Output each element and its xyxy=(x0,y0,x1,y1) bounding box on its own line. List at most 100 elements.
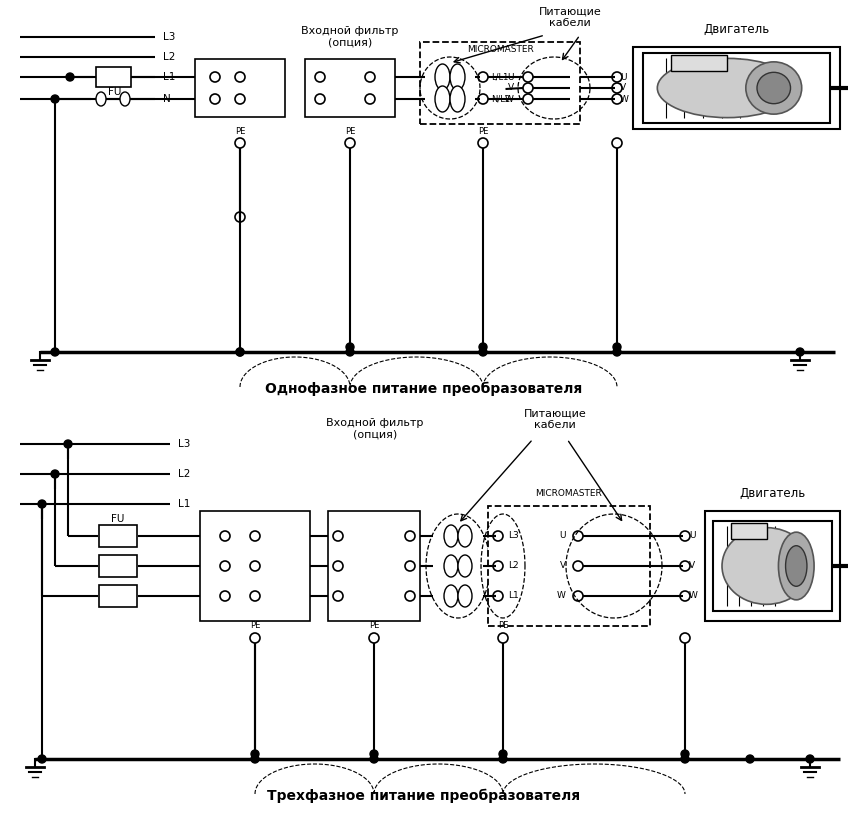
Text: Трехфазное питание преобразователя: Трехфазное питание преобразователя xyxy=(267,789,581,803)
Text: L2: L2 xyxy=(178,469,190,479)
Bar xyxy=(633,47,840,129)
Ellipse shape xyxy=(444,555,458,577)
Text: L1: L1 xyxy=(178,499,190,509)
Text: N/L2: N/L2 xyxy=(491,94,510,103)
Bar xyxy=(99,555,137,577)
Ellipse shape xyxy=(458,555,472,577)
Text: L2: L2 xyxy=(508,562,519,571)
Ellipse shape xyxy=(785,545,807,586)
Text: Однофазное питание преобразователя: Однофазное питание преобразователя xyxy=(265,382,583,396)
Bar xyxy=(99,525,137,547)
Bar xyxy=(96,67,131,87)
Bar xyxy=(488,506,650,626)
Ellipse shape xyxy=(458,525,472,547)
Bar xyxy=(328,511,420,621)
Text: W: W xyxy=(689,592,698,601)
Text: MICROMASTER: MICROMASTER xyxy=(536,489,602,498)
Ellipse shape xyxy=(745,62,801,114)
Text: W: W xyxy=(557,592,566,601)
Ellipse shape xyxy=(444,525,458,547)
Circle shape xyxy=(51,348,59,356)
Ellipse shape xyxy=(450,64,465,90)
Text: Входной фильтр
(опция): Входной фильтр (опция) xyxy=(326,418,424,440)
Text: Питающие
кабели: Питающие кабели xyxy=(538,7,601,28)
Text: U: U xyxy=(689,532,695,540)
Circle shape xyxy=(251,755,259,763)
Circle shape xyxy=(613,343,621,351)
Bar xyxy=(420,42,580,124)
Bar xyxy=(200,511,310,621)
Text: PE: PE xyxy=(250,622,260,631)
Text: Двигатель: Двигатель xyxy=(739,487,806,500)
Circle shape xyxy=(66,73,74,81)
Bar xyxy=(713,521,832,611)
Circle shape xyxy=(370,750,378,758)
Circle shape xyxy=(479,343,487,351)
Circle shape xyxy=(479,348,487,356)
Text: Двигатель: Двигатель xyxy=(703,23,770,36)
Circle shape xyxy=(51,470,59,478)
Bar xyxy=(305,59,395,117)
Text: FU: FU xyxy=(109,87,121,97)
Circle shape xyxy=(746,755,754,763)
Bar xyxy=(644,53,829,123)
Ellipse shape xyxy=(435,64,450,90)
Text: L1: L1 xyxy=(508,592,519,601)
Text: FU: FU xyxy=(111,514,125,524)
Circle shape xyxy=(64,440,72,448)
Text: MICROMASTER: MICROMASTER xyxy=(466,45,533,54)
Circle shape xyxy=(38,755,46,763)
Text: N: N xyxy=(163,94,170,104)
Ellipse shape xyxy=(458,585,472,607)
Text: Входной фильтр
(опция): Входной фильтр (опция) xyxy=(301,26,399,48)
Text: V: V xyxy=(620,84,626,93)
Circle shape xyxy=(681,750,689,758)
Text: U: U xyxy=(560,532,566,540)
Ellipse shape xyxy=(757,72,790,103)
Bar xyxy=(195,59,285,117)
Text: PE: PE xyxy=(498,622,508,631)
Bar xyxy=(731,523,767,539)
Text: U: U xyxy=(507,72,514,81)
Ellipse shape xyxy=(96,92,106,106)
Circle shape xyxy=(236,348,244,356)
Text: L1: L1 xyxy=(163,72,176,82)
Text: L3: L3 xyxy=(508,532,519,540)
Ellipse shape xyxy=(657,59,797,117)
Circle shape xyxy=(251,750,259,758)
Ellipse shape xyxy=(722,527,811,604)
Text: U: U xyxy=(620,72,627,81)
Text: V: V xyxy=(508,84,514,93)
Text: Питающие
кабели: Питающие кабели xyxy=(523,408,586,430)
Text: W: W xyxy=(620,94,629,103)
Circle shape xyxy=(613,348,621,356)
Text: V: V xyxy=(560,562,566,571)
Circle shape xyxy=(806,755,814,763)
Text: PE: PE xyxy=(477,126,488,135)
Circle shape xyxy=(499,750,507,758)
Bar xyxy=(672,55,728,71)
Ellipse shape xyxy=(120,92,130,106)
Ellipse shape xyxy=(435,86,450,112)
Text: V: V xyxy=(689,562,695,571)
Text: L2: L2 xyxy=(163,52,176,62)
Text: PE: PE xyxy=(369,622,379,631)
Text: L3: L3 xyxy=(163,32,176,42)
Ellipse shape xyxy=(778,532,814,600)
Circle shape xyxy=(796,348,804,356)
Circle shape xyxy=(681,755,689,763)
Bar xyxy=(705,511,840,621)
Text: PE: PE xyxy=(345,126,355,135)
Circle shape xyxy=(346,343,354,351)
Circle shape xyxy=(499,755,507,763)
Circle shape xyxy=(346,348,354,356)
Bar xyxy=(99,585,137,607)
Circle shape xyxy=(38,500,46,508)
Text: L/L1: L/L1 xyxy=(491,72,508,81)
Ellipse shape xyxy=(450,86,465,112)
Text: L3: L3 xyxy=(178,439,190,449)
Circle shape xyxy=(236,348,244,356)
Text: PE: PE xyxy=(235,126,245,135)
Ellipse shape xyxy=(444,585,458,607)
Circle shape xyxy=(370,755,378,763)
